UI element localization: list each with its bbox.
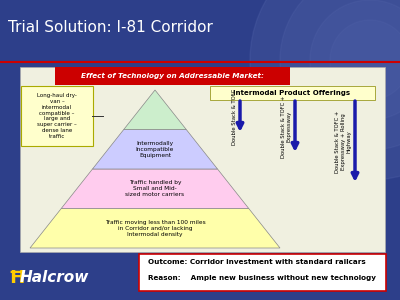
- Text: Outcome: Corridor investment with standard railcars: Outcome: Corridor investment with standa…: [148, 259, 366, 265]
- Text: Intermodally
Incompatible
Equipment: Intermodally Incompatible Equipment: [136, 141, 174, 158]
- Text: Double Stack & TOFC +
Expressway + Rolling
Highway: Double Stack & TOFC + Expressway + Rolli…: [335, 110, 352, 173]
- Text: Effect of Technology on Addressable Market:: Effect of Technology on Addressable Mark…: [80, 73, 264, 79]
- FancyArrowPatch shape: [292, 101, 298, 148]
- Text: Intermodal Product Offerings: Intermodal Product Offerings: [234, 90, 350, 96]
- Circle shape: [250, 0, 400, 180]
- FancyBboxPatch shape: [139, 254, 386, 291]
- Polygon shape: [92, 130, 218, 169]
- Circle shape: [310, 0, 400, 120]
- FancyBboxPatch shape: [55, 67, 290, 85]
- Text: Double Stack & TOFC +
Expressway: Double Stack & TOFC + Expressway: [281, 95, 292, 158]
- FancyArrowPatch shape: [352, 101, 358, 178]
- Polygon shape: [61, 169, 249, 208]
- Text: Ħ: Ħ: [8, 269, 26, 287]
- FancyBboxPatch shape: [20, 67, 385, 252]
- Polygon shape: [124, 90, 186, 130]
- Text: Double Stack & TOFC: Double Stack & TOFC: [232, 88, 237, 145]
- Text: Trial Solution: I-81 Corridor: Trial Solution: I-81 Corridor: [8, 20, 213, 35]
- Text: Halcrow: Halcrow: [20, 271, 89, 286]
- Text: Traffic moving less than 100 miles
in Corridor and/or lacking
Intermodal density: Traffic moving less than 100 miles in Co…: [105, 220, 205, 236]
- FancyBboxPatch shape: [210, 86, 375, 100]
- Circle shape: [280, 0, 400, 150]
- Text: Reason:    Ample new business without new technology: Reason: Ample new business without new t…: [148, 275, 376, 281]
- Text: Long-haul dry-
van –
intermodal
compatible –
large and
super carrier –
dense lan: Long-haul dry- van – intermodal compatib…: [37, 93, 77, 139]
- Text: Traffic handled by
Small and Mid-
sized motor carriers: Traffic handled by Small and Mid- sized …: [126, 180, 184, 197]
- Circle shape: [330, 20, 400, 100]
- FancyArrowPatch shape: [237, 101, 243, 128]
- FancyBboxPatch shape: [21, 86, 93, 146]
- Polygon shape: [30, 208, 280, 248]
